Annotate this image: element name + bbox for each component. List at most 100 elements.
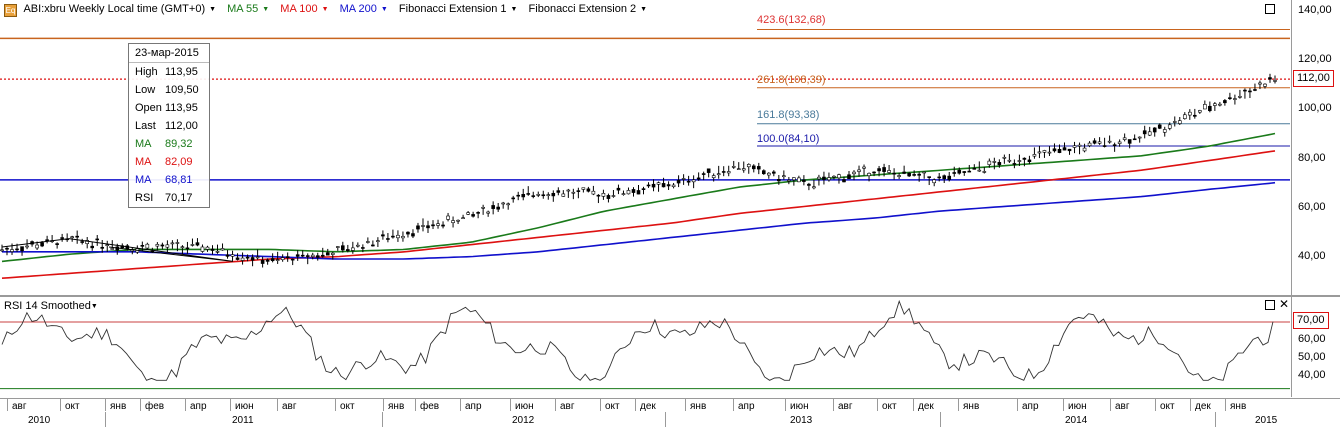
- pane-splitter[interactable]: [0, 295, 1340, 297]
- price-body: [857, 169, 861, 172]
- month-tick: [277, 399, 278, 411]
- chevron-down-icon[interactable]: ▼: [90, 303, 98, 310]
- price-body: [1152, 127, 1157, 133]
- price-body: [882, 167, 886, 172]
- price-chart[interactable]: [0, 0, 1290, 295]
- price-body: [696, 177, 701, 180]
- price-body: [170, 242, 175, 245]
- month-tick: [1155, 399, 1156, 411]
- year-label: 2011: [232, 415, 254, 426]
- price-body: [1147, 131, 1152, 136]
- rsi-chart[interactable]: [0, 297, 1290, 397]
- price-body: [536, 194, 541, 196]
- price-axis[interactable]: 140,00 120,00 100,00 80,00 60,00 40,00 1…: [1291, 0, 1340, 295]
- close-pane-icon[interactable]: ✕: [1279, 297, 1290, 311]
- month-tick: [1190, 399, 1191, 411]
- price-body: [626, 190, 631, 195]
- chevron-down-icon[interactable]: ▼: [380, 6, 388, 13]
- price-body: [756, 166, 761, 170]
- price-body: [676, 180, 681, 184]
- price-body: [1172, 121, 1177, 123]
- price-body: [1122, 137, 1127, 140]
- price-body: [431, 224, 435, 227]
- fib1-legend[interactable]: Fibonacci Extension 1 ▼: [398, 3, 518, 15]
- data-window-rsi: RSI 70,17: [135, 192, 193, 204]
- chevron-down-icon[interactable]: ▼: [321, 6, 329, 13]
- maximize-pane-icon[interactable]: [1265, 4, 1275, 14]
- app-logo-icon: Eq: [4, 4, 17, 17]
- price-body: [476, 212, 480, 214]
- price-body: [85, 240, 90, 244]
- price-body: [847, 174, 851, 180]
- rsi-title[interactable]: RSI 14 Smoothed▼: [4, 300, 98, 312]
- price-body: [761, 170, 766, 175]
- price-body: [45, 239, 49, 242]
- time-axis[interactable]: авг окт янв фев апр июн авг окт янв фев апр июн авг о…: [0, 398, 1340, 428]
- price-body: [671, 184, 676, 187]
- data-window-ma55: MA 89,32: [135, 138, 193, 150]
- maximize-pane-icon[interactable]: [1265, 300, 1275, 310]
- fib-level-lines: [0, 29, 1290, 181]
- month-tick: [1017, 399, 1018, 411]
- price-body: [10, 249, 14, 252]
- year-label: 2012: [512, 415, 535, 426]
- price-body: [551, 192, 556, 197]
- price-body: [290, 258, 295, 261]
- price-body: [1042, 150, 1047, 153]
- rsi-axis[interactable]: 70,00 60,00 50,00 40,00: [1291, 297, 1340, 397]
- fib2-legend[interactable]: Fibonacci Extension 2 ▼: [528, 3, 648, 15]
- month-tick: [185, 399, 186, 411]
- price-body: [862, 166, 866, 169]
- fib-swing-line: [1, 238, 234, 262]
- price-body: [491, 205, 495, 209]
- price-body: [320, 254, 325, 257]
- price-body: [305, 255, 310, 257]
- price-body: [341, 245, 345, 251]
- price-body: [255, 256, 260, 259]
- price-body: [60, 237, 64, 239]
- chevron-down-icon[interactable]: ▼: [640, 6, 648, 13]
- price-body: [155, 244, 160, 247]
- price-body: [972, 168, 977, 170]
- price-body: [20, 246, 24, 252]
- year-divider: [105, 412, 106, 427]
- chevron-down-icon[interactable]: ▼: [510, 6, 518, 13]
- ma100-legend[interactable]: MA 100 ▼: [280, 3, 329, 15]
- price-body: [621, 193, 626, 195]
- price-body: [396, 234, 400, 239]
- symbol-label[interactable]: ABI:xbru Weekly Local time (GMT+0) ▼: [23, 3, 217, 15]
- price-body: [877, 168, 881, 172]
- chevron-down-icon[interactable]: ▼: [262, 6, 270, 13]
- ma55-legend[interactable]: MA 55 ▼: [227, 3, 270, 15]
- chevron-down-icon[interactable]: ▼: [209, 6, 217, 13]
- ma200-legend[interactable]: MA 200 ▼: [339, 3, 388, 15]
- price-body: [741, 168, 746, 171]
- price-body: [902, 171, 906, 174]
- month-label: апр: [738, 401, 755, 412]
- price-body: [356, 244, 360, 247]
- year-label: 2014: [1065, 415, 1088, 426]
- price-body: [260, 259, 265, 264]
- price-body: [210, 248, 215, 251]
- price-bars: [0, 73, 1277, 268]
- price-body: [1112, 144, 1117, 146]
- price-body: [105, 244, 110, 246]
- price-body: [280, 257, 285, 261]
- price-body: [1022, 157, 1027, 160]
- price-body: [852, 171, 856, 175]
- price-body: [792, 177, 796, 181]
- price-body: [40, 242, 44, 247]
- ma-line-ma100: [1, 150, 1276, 279]
- price-body: [366, 241, 370, 243]
- price-body: [596, 194, 601, 197]
- price-body: [1142, 130, 1147, 135]
- trend-line: [1, 238, 234, 262]
- price-body: [35, 244, 39, 249]
- price-body: [300, 254, 305, 257]
- month-label: фев: [420, 401, 440, 412]
- price-body: [1007, 159, 1012, 162]
- price-body: [807, 183, 811, 186]
- data-window-date: 23-мар-2015: [129, 44, 209, 63]
- data-window-high: High 113,95: [135, 66, 198, 78]
- month-label: апр: [190, 401, 207, 412]
